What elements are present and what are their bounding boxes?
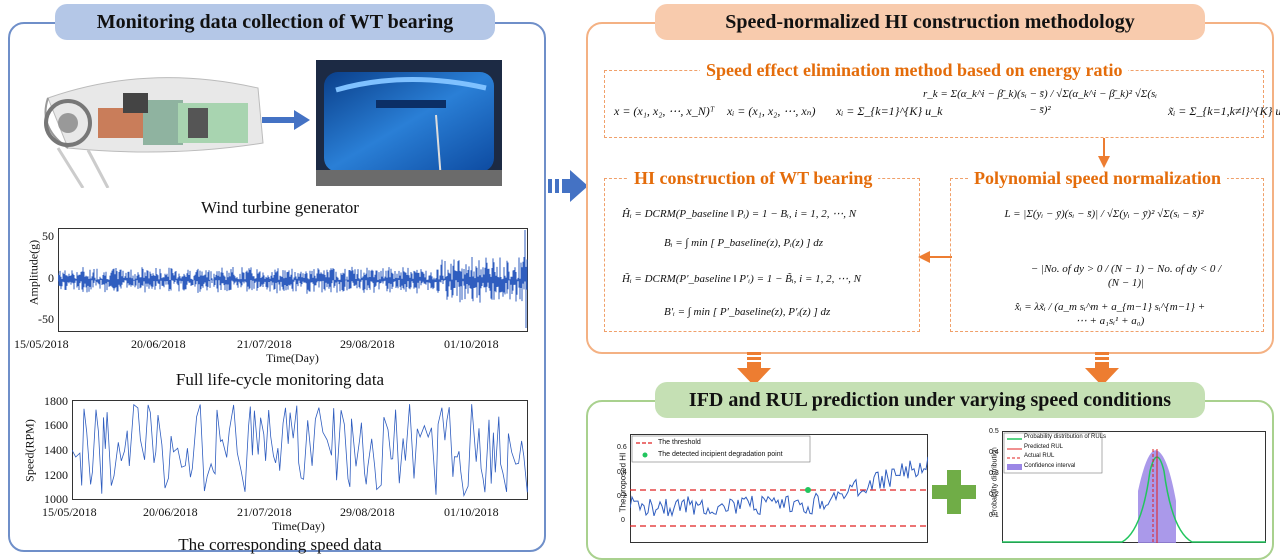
vibration-xtick: 21/07/2018 — [237, 337, 292, 351]
speed-xlabel: Time(Day) — [272, 519, 325, 533]
speed-xtick: 29/08/2018 — [340, 505, 395, 519]
hi-ytick: 0.2 — [617, 493, 627, 500]
vibration-caption: Full life-cycle monitoring data — [175, 370, 385, 389]
chevron-right-icon — [548, 170, 588, 202]
prediction-title: IFD and RUL prediction under varying spe… — [655, 382, 1205, 418]
poly-eq-3: x̂ᵢ = λx̃ᵢ / (a_m sᵢ^m + a_{m−1} sᵢ^{m−1… — [1014, 301, 1206, 327]
energy-eq-4: r_k = Σ(α_k^i − β̄_k)(sᵢ − s̄) / √Σ(α_k^… — [922, 88, 1158, 116]
arrow-down-icon — [1098, 138, 1110, 168]
energy-title: Speed effect elimination method based on… — [700, 60, 1129, 81]
wind-turbine-nacelle-image — [44, 77, 264, 188]
hi-eq-4: B′ᵢ = ∫ min [ P′_baseline(z), P′ᵢ(z) ] d… — [664, 306, 831, 318]
rul-plot — [1002, 431, 1266, 543]
hi-title: HI construction of WT bearing — [628, 168, 879, 189]
vibration-xtick: 01/10/2018 — [444, 337, 499, 351]
vibration-ytick: 50 — [42, 229, 54, 243]
rul-ytick: 0.2 — [989, 491, 999, 498]
rul-ytick: 0.5 — [989, 428, 999, 435]
energy-eq-5: x̃ᵢ = Σ_{k=1,k≠l}^{K} u_k — [1168, 104, 1280, 118]
poly-eq-2: − |No. of dy > 0 / (N − 1) − No. of dy <… — [1030, 263, 1222, 289]
speed-xtick: 21/07/2018 — [237, 505, 292, 519]
vibration-xtick: 15/05/2018 — [14, 337, 69, 351]
energy-eq-1: x = (x₁, x₂, ⋯, x_N)ᵀ — [614, 104, 715, 118]
hi-eq-1: Ĥᵢ = DCRM(P_baseline ‖ Pᵢ) = 1 − Bᵢ, i =… — [622, 208, 857, 220]
rul-ytick: 0.1 — [989, 512, 999, 519]
hi-plot — [630, 434, 928, 543]
hi-ytick: 0.6 — [617, 444, 627, 451]
vibration-xlabel: Time(Day) — [266, 351, 319, 365]
energy-eq-3: xᵢ = Σ_{k=1}^{K} u_k — [836, 104, 943, 118]
speed-xtick: 20/06/2018 — [143, 505, 198, 519]
arrow-down-right-icon — [1085, 352, 1119, 386]
turbine-caption: Wind turbine generator — [201, 198, 359, 217]
poly-eq-1: L = |Σ(yᵢ − ȳ)(sᵢ − s̄)| / √Σ(yᵢ − ȳ)² √… — [1004, 208, 1204, 220]
hi-ytick: 0.4 — [617, 469, 627, 476]
arrow-right-icon — [262, 110, 310, 130]
hi-plot-ylabel: The proposed HI — [618, 452, 628, 513]
hi-eq-3: H̃ᵢ = DCRM(P′_baseline ‖ P′ᵢ) = 1 − B̃ᵢ,… — [622, 273, 861, 285]
speed-ytick: 1200 — [44, 468, 68, 482]
plus-icon — [932, 470, 976, 514]
speed-xtick: 15/05/2018 — [42, 505, 97, 519]
poly-title: Polynomial speed normalization — [968, 168, 1227, 189]
vibration-xtick: 20/06/2018 — [131, 337, 186, 351]
speed-xtick: 01/10/2018 — [444, 505, 499, 519]
hi-eq-2: Bᵢ = ∫ min [ P_baseline(z), Pᵢ(z) ] dz — [664, 237, 824, 249]
hi-legend-threshold: The threshold — [658, 439, 701, 446]
energy-eq-2: xᵢ = (x₁, x₂, ⋯, xₙ) — [727, 104, 816, 118]
left-panel-title: Monitoring data collection of WT bearing — [55, 4, 495, 40]
arrow-left-icon — [918, 251, 952, 263]
rul-legend-ci: Confidence interval — [1024, 463, 1076, 469]
speed-ytick: 1600 — [44, 418, 68, 432]
generator-photo — [316, 60, 502, 186]
rul-legend-pred: Predicted RUL — [1024, 444, 1064, 450]
rul-legend-actual: Actual RUL — [1024, 453, 1055, 459]
speed-caption: The corresponding speed data — [178, 535, 382, 554]
rul-ytick: 0.3 — [989, 470, 999, 477]
vibration-plot — [58, 228, 528, 332]
vibration-xtick: 29/08/2018 — [340, 337, 395, 351]
arrow-down-left-icon — [737, 352, 771, 386]
methodology-title: Speed-normalized HI construction methodo… — [655, 4, 1205, 40]
speed-ytick: 1400 — [44, 443, 68, 457]
speed-plot — [72, 400, 528, 500]
speed-ytick: 1800 — [44, 394, 68, 408]
rul-legend-dist: Probability distribution of RULs — [1024, 434, 1107, 440]
hi-legend-point: The detected incipient degradation point — [658, 451, 783, 458]
vibration-ytick: -50 — [38, 312, 54, 326]
rul-ytick: 0.4 — [989, 449, 999, 456]
vibration-ytick: 0 — [48, 271, 54, 285]
speed-ytick: 1000 — [44, 492, 68, 506]
hi-ytick: 0 — [621, 517, 625, 524]
